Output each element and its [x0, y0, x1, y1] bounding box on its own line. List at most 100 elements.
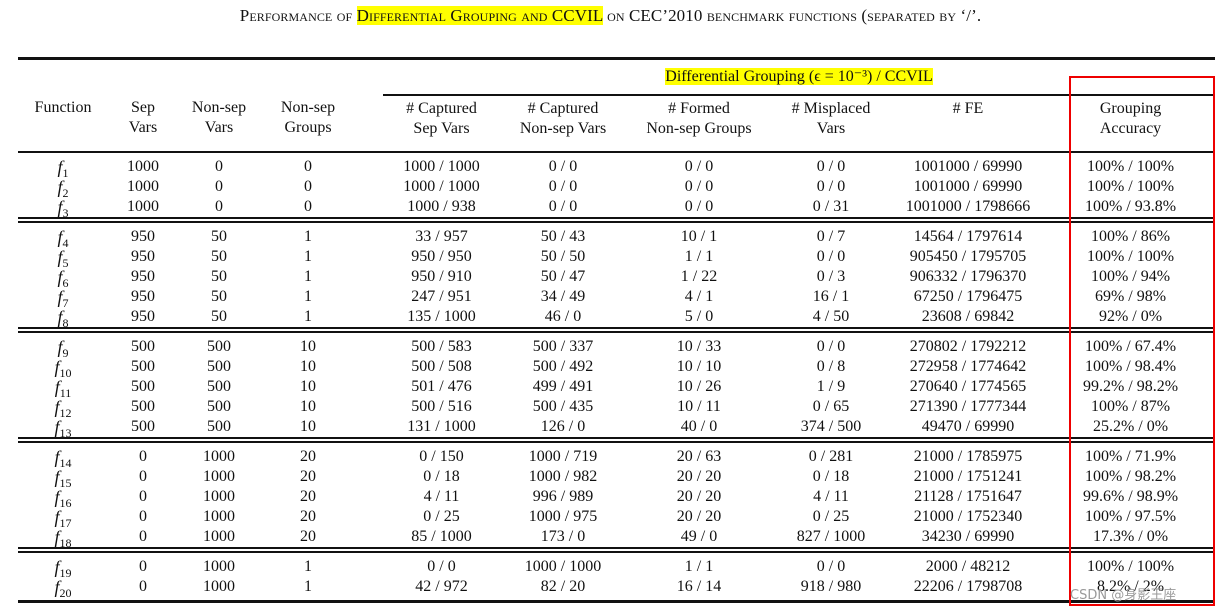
value-cell: 50 / 43 [500, 217, 626, 247]
value-cell: 33 / 957 [383, 217, 500, 247]
value-cell: 100% / 93.8% [1084, 198, 1177, 215]
function-cell: f7 [18, 287, 108, 309]
value-cell: 0 [139, 468, 147, 485]
value-cell: 100% / 100% [1086, 178, 1175, 195]
function-letter: f [54, 577, 60, 597]
function-cell: f13 [18, 417, 108, 440]
value-cell: 1000 / 1000 [403, 178, 480, 195]
value-cell: 0 / 281 [772, 437, 890, 467]
table-row: f9 500 500 10 500 / 583 500 / 337 10 / 33 0 / 0… [18, 327, 1216, 359]
value-cell: 21000 / 1752340 [913, 508, 1023, 525]
function-subscript: 17 [59, 516, 72, 530]
table-row: f17 0 1000 20 0 / 25 1000 / 975 20 / 20 0 / 25 2… [18, 507, 1215, 530]
function-letter: f [57, 287, 63, 307]
value-cell: 4 / 1 [684, 288, 714, 305]
value-cell: 950 [131, 248, 155, 265]
function-cell: f20 [18, 577, 108, 603]
value-cell: 100% / 71.9% [1046, 437, 1216, 467]
value-cell: 1000 / 1000 [500, 547, 626, 577]
table-row: f7 950 50 1 247 / 951 34 / 49 4 / 1 16 / 1 67250… [18, 287, 1215, 309]
value-cell: 100% / 87% [1090, 398, 1171, 415]
value-cell: 10 / 11 [677, 398, 721, 415]
function-letter: f [54, 467, 60, 487]
function-subscript: 13 [59, 426, 72, 440]
value-cell: 50 / 50 [540, 248, 586, 265]
function-subscript: 16 [59, 496, 72, 510]
value-cell: 500 / 516 [411, 398, 472, 415]
function-subscript: 14 [59, 456, 72, 470]
value-cell: 50 [178, 217, 260, 247]
value-cell: 1000 [178, 547, 260, 577]
function-cell: f2 [18, 177, 108, 199]
value-cell: 10 [300, 418, 316, 435]
header-line: Non-sep [280, 99, 336, 116]
value-cell: 996 / 989 [532, 488, 594, 505]
function-subscript: 19 [59, 566, 72, 580]
value-cell: 10 / 1 [626, 217, 772, 247]
value-cell: 500 [207, 378, 231, 395]
value-cell: 1000 [127, 178, 159, 195]
header-line: Vars [128, 119, 158, 136]
value-cell: 272958 / 1774642 [909, 358, 1027, 375]
value-cell: 0 [139, 528, 147, 545]
column-header: # Formed Non-sep Groups [626, 95, 772, 153]
value-cell: 0 / 31 [812, 198, 850, 215]
function-cell: f17 [18, 507, 108, 530]
results-table: Differential Grouping (ϵ = 10⁻³) / CCVIL… [18, 57, 1216, 603]
value-cell: 85 / 1000 [411, 528, 472, 545]
value-cell: 10 / 33 [626, 327, 772, 357]
value-cell: 0 / 65 [812, 398, 850, 415]
value-cell: 5 / 0 [684, 308, 714, 325]
value-cell: 827 / 1000 [796, 528, 866, 545]
caption-pre: Performance of [239, 6, 357, 25]
value-cell: 0 / 3 [816, 268, 846, 285]
value-cell: 0 / 0 [684, 158, 714, 175]
value-cell: 0 / 150 [383, 437, 500, 467]
table-row: f10 500 500 10 500 / 508 500 / 492 10 / 10 0 / … [18, 357, 1215, 379]
table-row: f20 0 1000 1 42 / 972 82 / 20 16 / 14 918 / 980… [18, 577, 1216, 603]
column-header: # Captured Non-sep Vars [500, 95, 626, 153]
value-cell: 0 / 0 [772, 547, 890, 577]
function-subscript: 18 [59, 536, 72, 550]
table-row: f18 0 1000 20 85 / 1000 173 / 0 49 / 0 827 / 10… [18, 527, 1215, 550]
function-subscript: 4 [62, 236, 69, 250]
header-line: Vars [816, 120, 846, 137]
value-cell: 500 / 435 [532, 398, 594, 415]
value-cell: 1000 [203, 528, 235, 545]
value-cell: 21000 / 1785975 [890, 437, 1046, 467]
function-subscript: 11 [59, 386, 72, 400]
value-cell: 10 / 10 [676, 358, 722, 375]
value-cell: 0 [108, 547, 178, 577]
value-cell: 23608 / 69842 [921, 308, 1015, 325]
value-cell: 1000 [203, 488, 235, 505]
value-cell: 1 [260, 217, 356, 247]
value-cell: 270640 / 1774565 [909, 378, 1027, 395]
value-cell: 10 [300, 358, 316, 375]
value-cell: 4 / 11 [423, 488, 460, 505]
value-cell: 374 / 500 [800, 418, 862, 435]
function-letter: f [54, 507, 60, 527]
value-cell: 500 [207, 398, 231, 415]
value-cell: 20 [300, 528, 316, 545]
function-subscript: 8 [62, 316, 69, 330]
value-cell: 1001000 / 69990 [913, 178, 1023, 195]
value-cell: 20 [300, 488, 316, 505]
value-cell: 0 [215, 178, 223, 195]
value-cell: 1000 / 1000 [403, 158, 480, 175]
value-cell: 1 [304, 288, 312, 305]
value-cell: 905450 / 1795705 [909, 248, 1027, 265]
value-cell: 1 [260, 577, 356, 603]
column-header: Function [18, 95, 108, 153]
function-letter: f [57, 337, 63, 357]
value-cell: 20 [300, 468, 316, 485]
function-cell: f10 [18, 357, 108, 379]
function-letter: f [54, 557, 60, 577]
value-cell: 8.2% / 2% [1046, 577, 1216, 603]
value-cell: 100% / 94% [1090, 268, 1171, 285]
value-cell: 100% / 67.4% [1046, 327, 1216, 357]
value-cell: 950 / 910 [411, 268, 472, 285]
value-cell: 0 / 25 [423, 508, 460, 525]
value-cell: 10 [260, 327, 356, 357]
function-cell: f1 [18, 152, 108, 179]
